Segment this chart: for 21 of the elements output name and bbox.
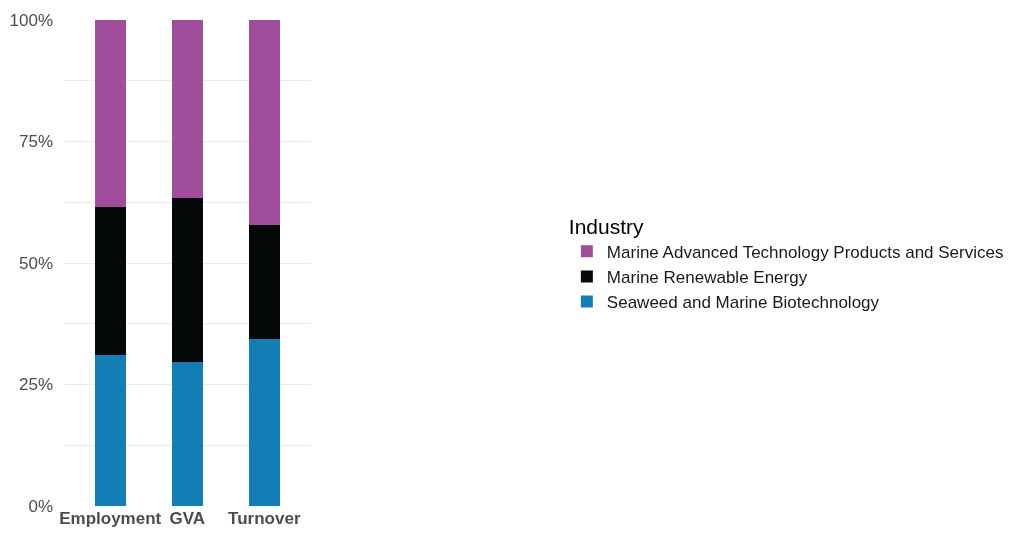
bar xyxy=(171,197,203,363)
legend-title: Industry xyxy=(568,214,645,238)
legend-label: Seaweed and Marine Biotechnology xyxy=(606,293,880,313)
legend-label: Marine Advanced Technology Products and Services xyxy=(606,242,1004,262)
bar xyxy=(171,362,203,506)
bar xyxy=(94,20,126,208)
x-tick-label: GVA xyxy=(169,509,206,528)
y-tick-label: 25% xyxy=(18,375,53,395)
y-tick-label: 50% xyxy=(18,253,53,273)
x-tick-label: Turnover xyxy=(228,509,301,528)
bar xyxy=(94,207,126,355)
bar xyxy=(248,224,280,340)
y-tick-label: 75% xyxy=(18,132,53,152)
bar xyxy=(248,339,280,506)
y-tick-label: 100% xyxy=(9,10,53,30)
bar xyxy=(171,20,203,198)
x-tick-label: Employment xyxy=(59,509,162,528)
bar xyxy=(248,20,280,225)
legend-label: Marine Renewable Energy xyxy=(606,268,808,288)
bar xyxy=(94,354,126,506)
y-tick-label: 0% xyxy=(28,496,53,516)
